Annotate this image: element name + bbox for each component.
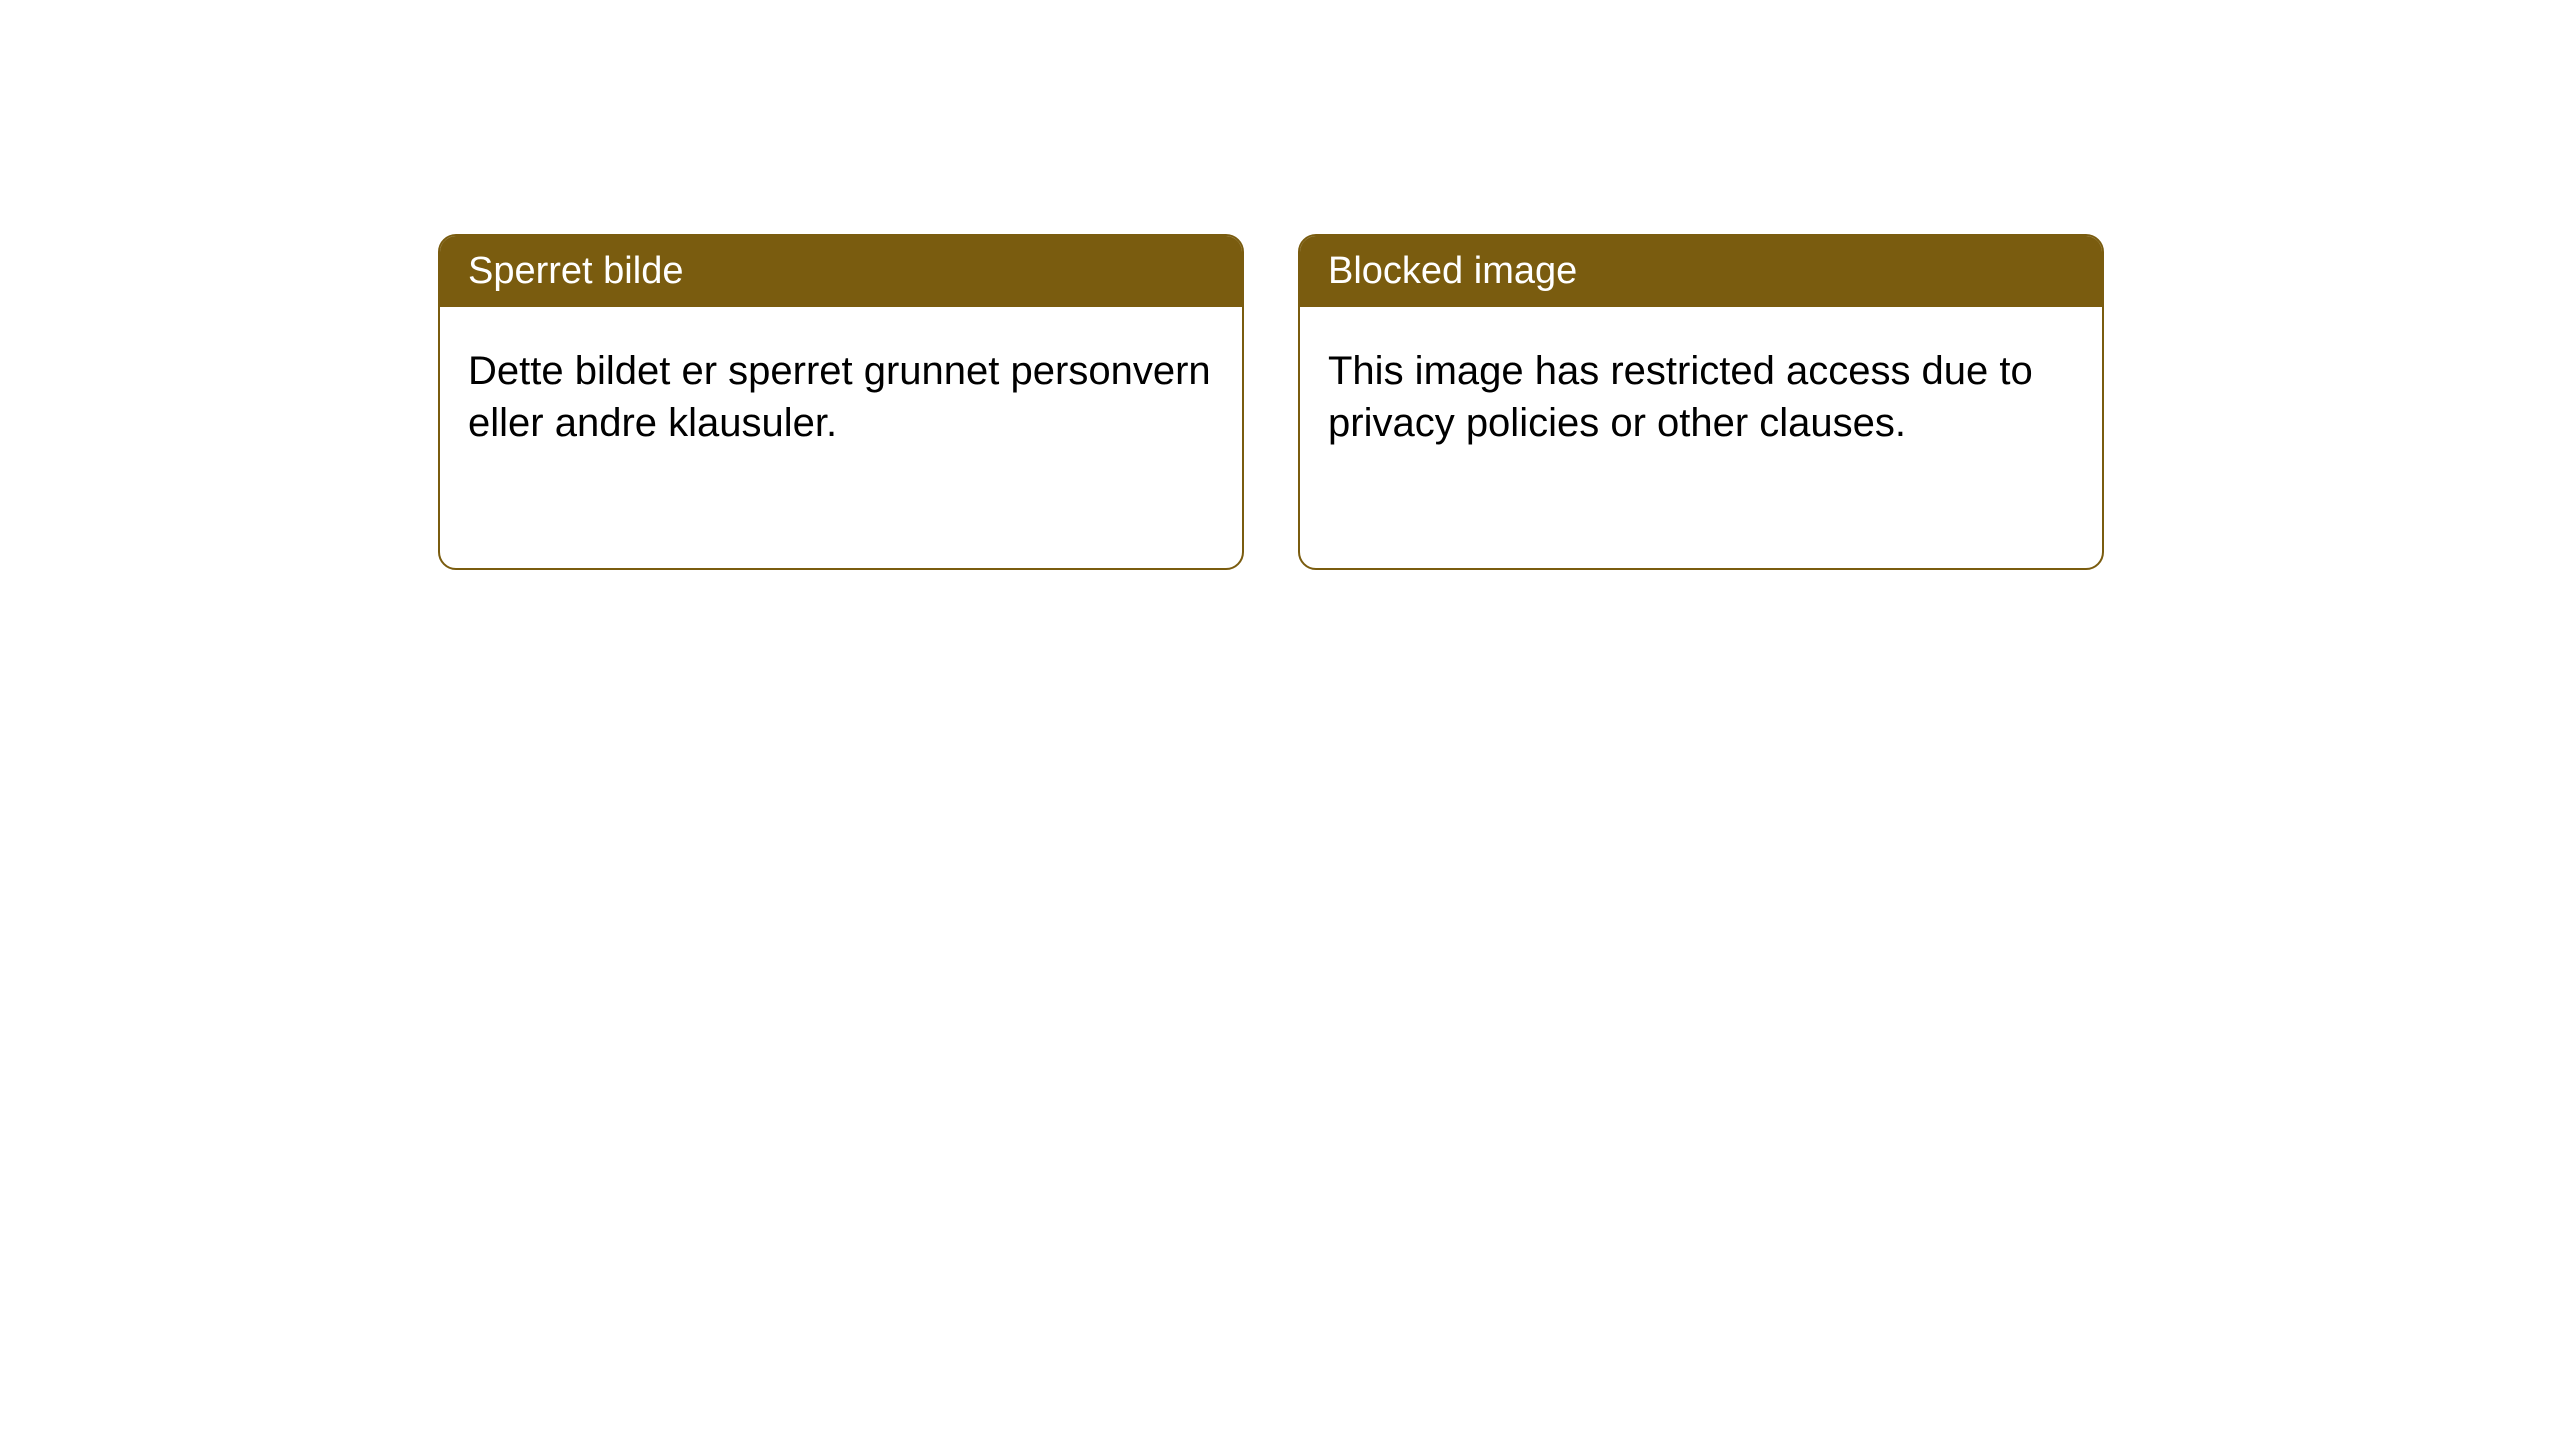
notice-container: Sperret bilde Dette bildet er sperret gr… xyxy=(0,0,2560,570)
blocked-image-card-no: Sperret bilde Dette bildet er sperret gr… xyxy=(438,234,1244,570)
card-header: Sperret bilde xyxy=(440,236,1242,307)
card-body-text: Dette bildet er sperret grunnet personve… xyxy=(468,349,1211,445)
card-body: This image has restricted access due to … xyxy=(1300,307,2102,487)
card-body: Dette bildet er sperret grunnet personve… xyxy=(440,307,1242,487)
blocked-image-card-en: Blocked image This image has restricted … xyxy=(1298,234,2104,570)
card-title: Sperret bilde xyxy=(468,250,683,292)
card-body-text: This image has restricted access due to … xyxy=(1328,349,2033,445)
card-title: Blocked image xyxy=(1328,250,1577,292)
card-header: Blocked image xyxy=(1300,236,2102,307)
